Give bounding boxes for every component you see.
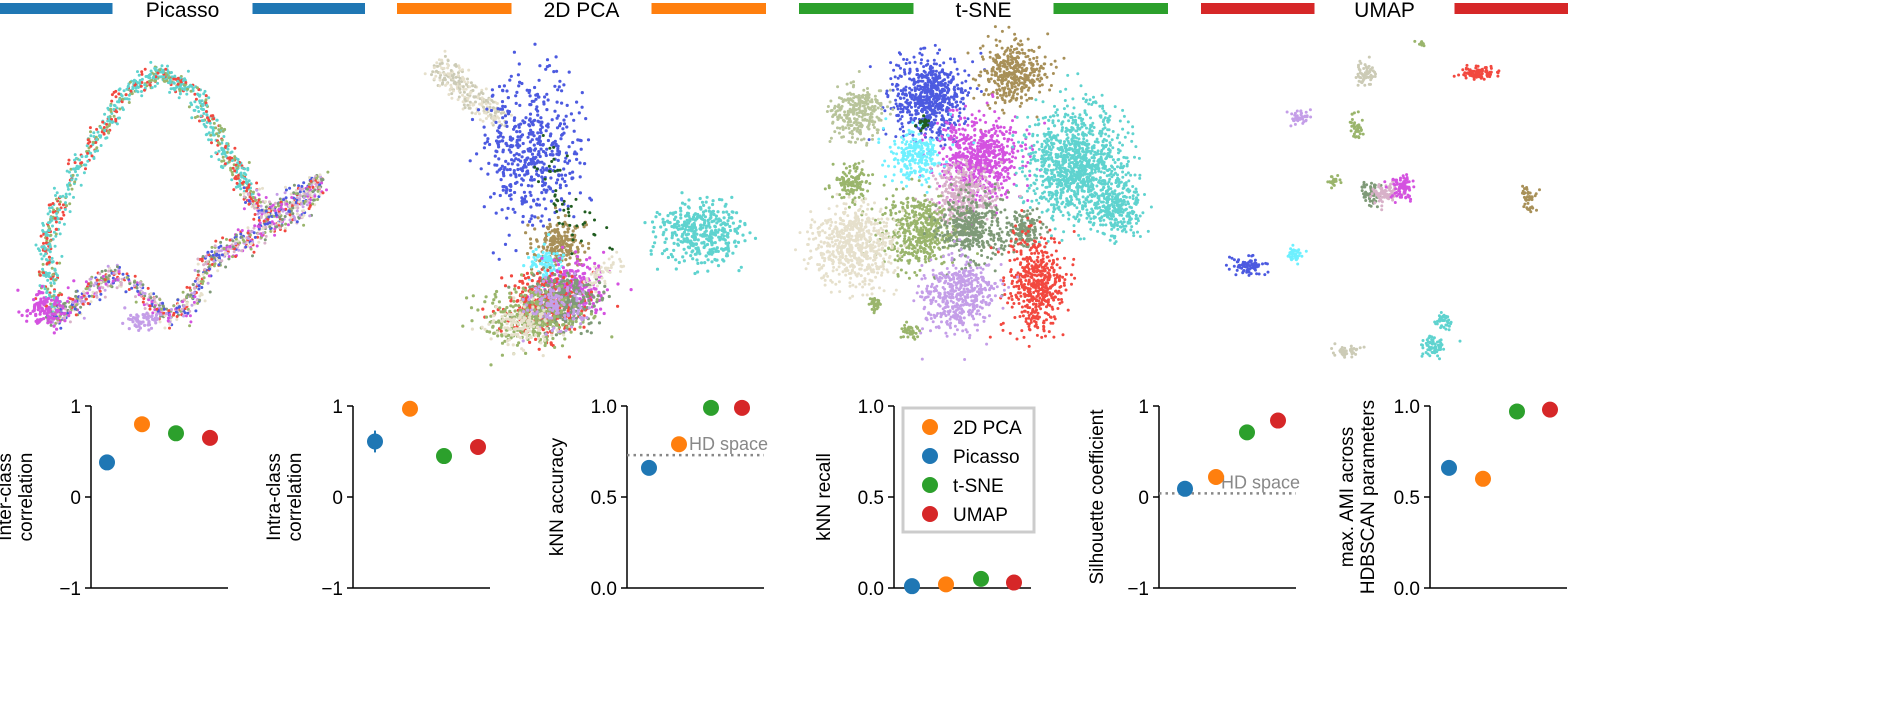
point-umap <box>734 399 750 416</box>
point-umap <box>1542 401 1558 418</box>
y-tick-label: 0 <box>332 488 343 509</box>
picasso-points <box>16 60 330 335</box>
metric-chart-2: 1 0 −1 Intra-classcorrelation <box>264 397 490 600</box>
embedding-panels: Picasso 2D PCA t-SNE UMAP <box>0 0 1568 367</box>
legend-label: 2D PCA <box>953 418 1022 439</box>
panel-header-bar-right <box>252 3 365 14</box>
legend-label: UMAP <box>953 505 1008 526</box>
point-2d-pca <box>134 416 150 433</box>
embedding-panel-picasso: Picasso <box>0 0 365 22</box>
y-tick-label: 0.5 <box>858 488 884 509</box>
metric-chart-1: 1 0 −1 Inter-classcorrelation <box>0 397 228 600</box>
panel-header-bar-right <box>1053 3 1168 14</box>
point-picasso <box>99 454 115 471</box>
point-2d-pca <box>1475 470 1491 487</box>
y-tick-label: 1 <box>70 397 81 418</box>
y-tick-label: 0.0 <box>1394 579 1420 600</box>
legend: 2D PCA Picasso t-SNE UMAP <box>901 406 1036 534</box>
point-2d-pca <box>1208 468 1224 485</box>
legend-label: t-SNE <box>953 476 1004 497</box>
hd-space-label: HD space <box>1221 472 1300 492</box>
panel-title: 2D PCA <box>544 0 620 22</box>
metric-chart-4: 1.0 0.5 0.0 kNN recall <box>814 397 1031 600</box>
y-axis-label: Inter-classcorrelation <box>0 453 37 542</box>
panel-title: Picasso <box>146 0 220 22</box>
legend-marker <box>922 477 938 493</box>
point-2d-pca <box>938 576 954 593</box>
metric-chart-5: 1 0 −1 Silhouette coefficient HD space <box>1087 397 1300 600</box>
y-tick-label: 1.0 <box>858 397 884 418</box>
panel-header-bar-right <box>651 3 766 14</box>
point-2d-pca <box>402 400 418 417</box>
point-picasso <box>1441 459 1457 476</box>
point-picasso <box>1177 480 1193 497</box>
y-tick-label: 0 <box>70 488 81 509</box>
panel-header-bar-left <box>1201 3 1315 14</box>
metric-chart-3: 1.0 0.5 0.0 kNN accuracy HD space <box>547 397 768 600</box>
metric-chart-6: 1.0 0.5 0.0 max. AMI acrossHDBSCAN paramete… <box>1337 397 1567 600</box>
y-tick-label: 0.0 <box>591 579 617 600</box>
y-tick-label: 1.0 <box>1394 397 1420 418</box>
y-axis-label: max. AMI acrossHDBSCAN parameters <box>1337 400 1379 594</box>
y-axis-label: Silhouette coefficient <box>1087 409 1108 585</box>
panel-title: t-SNE <box>955 0 1011 22</box>
point-umap <box>202 429 218 446</box>
point-umap <box>1006 574 1022 591</box>
y-tick-label: −1 <box>1127 579 1149 600</box>
point-picasso <box>641 459 657 476</box>
legend-marker <box>922 506 938 522</box>
point-t-sne <box>1239 424 1255 441</box>
embedding-panel-2d-pca: 2D PCA <box>397 0 766 22</box>
tsne-points <box>794 25 1153 361</box>
y-tick-label: 0.5 <box>1394 488 1420 509</box>
y-tick-label: 1.0 <box>591 397 617 418</box>
y-tick-label: 1 <box>332 397 343 418</box>
y-tick-label: 0.5 <box>591 488 617 509</box>
y-axis-label: kNN accuracy <box>547 437 568 556</box>
point-t-sne <box>168 425 184 442</box>
panel-header-bar-left <box>0 3 113 14</box>
point-umap <box>1270 412 1286 429</box>
point-picasso <box>904 578 920 595</box>
y-tick-label: 1 <box>1138 397 1149 418</box>
panel-title: UMAP <box>1354 0 1415 22</box>
umap-points <box>1224 39 1541 361</box>
point-t-sne <box>973 570 989 587</box>
panel-header-bar-right <box>1454 3 1568 14</box>
legend-label: Picasso <box>953 447 1020 468</box>
legend-marker <box>922 419 938 435</box>
legend-marker <box>922 448 938 464</box>
pca-points <box>423 42 758 367</box>
panel-header-bar-left <box>799 3 914 14</box>
metric-charts: 1 0 −1 Inter-classcorrelation 1 0 −1 Intra-clas… <box>0 397 1567 600</box>
y-tick-label: 0.0 <box>858 579 884 600</box>
point-umap <box>470 438 486 455</box>
embedding-panel-t-sne: t-SNE <box>799 0 1168 22</box>
hd-space-label: HD space <box>689 434 768 454</box>
point-t-sne <box>436 448 452 465</box>
point-2d-pca <box>671 436 687 453</box>
embedding-panel-umap: UMAP <box>1201 0 1568 22</box>
y-tick-label: 0 <box>1138 488 1149 509</box>
y-axis-label: kNN recall <box>814 453 835 541</box>
point-t-sne <box>1509 403 1525 420</box>
panel-header-bar-left <box>397 3 512 14</box>
point-picasso <box>367 433 383 450</box>
y-tick-label: −1 <box>321 579 343 600</box>
point-t-sne <box>703 399 719 416</box>
y-axis-label: Intra-classcorrelation <box>264 453 306 542</box>
y-tick-label: −1 <box>59 579 81 600</box>
